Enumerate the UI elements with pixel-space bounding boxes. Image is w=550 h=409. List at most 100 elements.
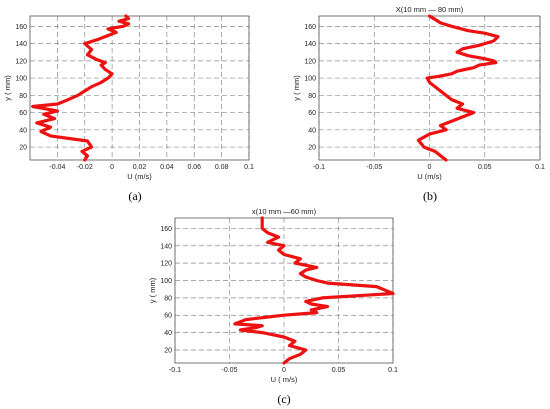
- chart-a-ytick-label: 140: [15, 41, 27, 48]
- chart-b-data-point: [451, 120, 453, 122]
- chart-c-data-point: [256, 326, 258, 329]
- chart-b-y-axis-label: y ( mm): [292, 75, 301, 101]
- chart-c-data-point: [316, 266, 318, 269]
- chart-c-data-point: [283, 314, 285, 316]
- chart-b-caption: (b): [423, 189, 437, 203]
- chart-a-data-point: [127, 17, 130, 20]
- chart-a-data-point: [118, 20, 120, 22]
- chart-c-data-point: [283, 245, 285, 247]
- chart-b-ytick-label: 160: [304, 24, 316, 31]
- chart-a-plot-frame: [29, 15, 250, 161]
- chart-a: -0.04 -0.02 0 0.02 0.04 0.06 0.08 0.1 20 40 60 80 10…: [3, 14, 254, 203]
- chart-a-data-point: [84, 42, 86, 45]
- chart-b-data-point: [473, 111, 475, 114]
- chart-c-data-point: [305, 349, 307, 351]
- chart-a-data-point: [107, 28, 109, 30]
- chart-b-data-point: [481, 57, 484, 59]
- chart-c-data-point: [305, 300, 307, 302]
- chart-b-data-point: [456, 51, 458, 53]
- chart-c-xtick-label: -0.05: [222, 367, 238, 374]
- chart-b-data-point: [437, 75, 439, 77]
- chart-c-data-point: [321, 297, 323, 299]
- chart-a-ytick-label: 80: [19, 93, 27, 100]
- chart-a-data-point: [81, 150, 83, 152]
- chart-b-ytick-label: 140: [304, 41, 316, 48]
- chart-a-data-point: [100, 64, 102, 66]
- chart-b-data-point: [434, 150, 436, 152]
- chart-c-data-point: [283, 253, 285, 256]
- chart-a-data-point: [54, 118, 56, 120]
- chart-c-data-point: [267, 241, 269, 243]
- chart-c-data-point: [261, 227, 263, 230]
- chart-c: -0.1 -0.05 0 0.05 0.1 20 40 60 80 100 120 140 160 U (…: [148, 207, 398, 406]
- chart-b-data-point: [428, 133, 431, 135]
- chart-b-data-point: [426, 77, 428, 79]
- chart-b-data-point: [497, 36, 499, 38]
- chart-b-data-point: [439, 124, 442, 127]
- chart-a-data-point: [90, 86, 93, 88]
- chart-b-data-point: [456, 70, 458, 72]
- chart-c-data-point: [283, 362, 285, 364]
- chart-a-xtick-label: 0.08: [215, 164, 229, 171]
- chart-b-xtick-label: 0.05: [478, 164, 492, 171]
- chart-a-data-point: [90, 49, 93, 51]
- chart-b-data-point: [464, 68, 466, 71]
- chart-b-xtick-label: 0.1: [535, 164, 545, 171]
- chart-b-data-point: [462, 48, 464, 50]
- chart-c-ytick-label: 80: [164, 295, 172, 302]
- chart-c-data-point: [294, 340, 296, 342]
- chart-b-x-axis-label: U (m/s): [417, 172, 442, 181]
- chart-b-data-point: [439, 22, 442, 24]
- chart-c-data-point: [316, 279, 318, 282]
- chart-c-data-point: [310, 303, 312, 305]
- chart-b-ytick-label: 40: [308, 127, 316, 134]
- chart-b-data-point: [473, 67, 475, 69]
- chart-b-data-point: [495, 61, 497, 64]
- chart-a-data-point: [67, 99, 69, 101]
- chart-a-ytick-label: 60: [19, 110, 27, 117]
- chart-a-data-point: [115, 31, 117, 33]
- chart-c-ytick-label: 140: [160, 243, 172, 250]
- chart-b-data-point: [467, 30, 469, 32]
- chart-a-data-point: [86, 155, 89, 157]
- chart-a-caption: (a): [128, 189, 141, 203]
- chart-c-data-point: [261, 332, 263, 334]
- chart-b-xtick-label: -0.1: [313, 164, 325, 171]
- chart-c-data-point: [316, 312, 318, 314]
- chart-c-data-point: [261, 217, 263, 219]
- chart-c-title: x(10 mm —60 mm): [252, 207, 317, 216]
- chart-b-xtick-label: 0: [428, 164, 432, 171]
- chart-b-ytick-label: 60: [308, 110, 316, 117]
- chart-b-data-point: [434, 18, 436, 21]
- chart-b-data-point: [492, 40, 495, 42]
- chart-c-ytick-label: 20: [164, 347, 172, 354]
- chart-b-data-point: [484, 32, 486, 34]
- chart-c-xtick-label: 0.1: [388, 367, 398, 374]
- chart-a-xtick-label: 0.1: [244, 164, 254, 171]
- chart-a-data-point: [108, 34, 110, 36]
- chart-b-data-point: [478, 64, 480, 66]
- chart-b-ytick-label: 120: [304, 58, 316, 65]
- chart-a-xtick-label: -0.04: [49, 164, 65, 171]
- chart-c-data-point: [305, 269, 307, 271]
- chart-b-data-point: [451, 25, 453, 27]
- chart-a-xtick-label: 0.04: [160, 164, 174, 171]
- chart-b-data-point: [451, 99, 453, 101]
- chart-a-data-point: [32, 105, 34, 108]
- chart-c-data-point: [392, 292, 394, 295]
- chart-c-x-axis-label: U ( m/s): [271, 375, 298, 384]
- chart-c-data-point: [234, 323, 236, 325]
- chart-a-data-point: [43, 113, 45, 115]
- chart-c-data-point: [283, 336, 285, 338]
- chart-a-data-point: [36, 122, 38, 124]
- chart-c-caption: (c): [277, 392, 290, 406]
- chart-a-data-point: [86, 54, 89, 56]
- chart-a-ytick-label: 160: [15, 24, 27, 31]
- chart-a-series-line-0: [31, 14, 131, 162]
- chart-a-data-point: [100, 81, 102, 83]
- chart-a-data-point: [90, 146, 93, 148]
- chart-c-data-point: [288, 345, 291, 347]
- chart-a-data-point: [56, 110, 58, 112]
- chart-c-xtick-label: 0: [282, 367, 286, 374]
- chart-b-data-point: [478, 44, 480, 46]
